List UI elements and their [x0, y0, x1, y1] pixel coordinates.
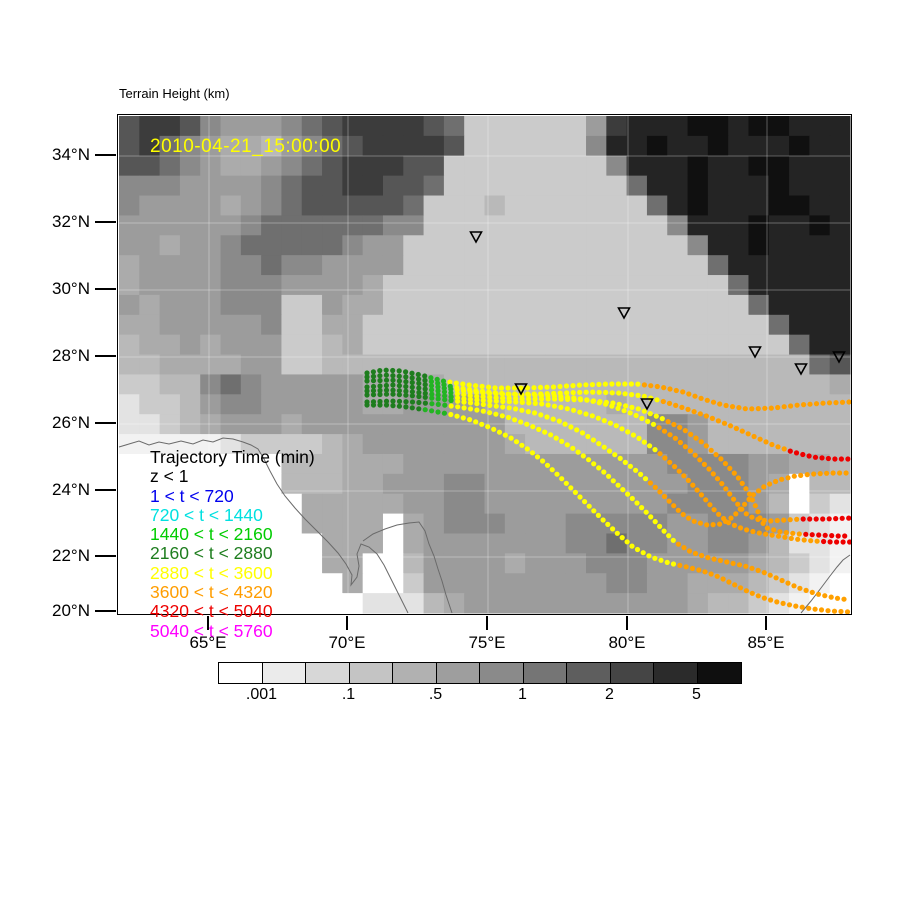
colorbar-segment — [262, 663, 306, 683]
colorbar-segment — [567, 663, 611, 683]
lat-label: 30°N — [52, 279, 90, 298]
colorbar-segment — [697, 663, 741, 683]
plot-title: Terrain Height (km) — [119, 86, 230, 101]
colorbar-segment — [393, 663, 437, 683]
legend-line-1: z < 1 — [150, 466, 189, 487]
lat-tick — [95, 422, 116, 424]
colorbar-segment — [349, 663, 393, 683]
lon-label: 75°E — [468, 633, 506, 652]
coastline — [118, 437, 409, 614]
legend-line-9: 5040 < t < 5760 — [150, 620, 273, 641]
colorbar-segment — [654, 663, 698, 683]
lon-tick — [765, 616, 767, 630]
legend-line-3: 720 < t < 1440 — [150, 504, 263, 525]
colorbar-segment — [436, 663, 480, 683]
lon-label: 85°E — [747, 633, 785, 652]
legend-line-8: 4320 < t < 5040 — [150, 601, 273, 622]
terrain-raster — [119, 116, 851, 614]
colorbar-label: .5 — [428, 686, 443, 703]
timestamp-label: 2010-04-21_15:00:00 — [150, 136, 342, 157]
lat-tick — [95, 221, 116, 223]
lat-label: 24°N — [52, 480, 90, 499]
site-triangle-marker — [514, 383, 528, 396]
lat-label: 32°N — [52, 212, 90, 231]
colorbar-label: .001 — [245, 686, 278, 703]
colorbar-label: 1 — [518, 686, 527, 703]
lat-tick — [95, 288, 116, 290]
map-panel — [117, 114, 852, 615]
lon-tick — [207, 616, 209, 630]
terrain-colorbar — [218, 662, 742, 684]
trajectory-dots — [364, 367, 851, 614]
lon-label: 65°E — [189, 633, 227, 652]
lat-tick — [95, 610, 116, 612]
lat-label: 26°N — [52, 413, 90, 432]
legend-line-4: 1440 < t < 2160 — [150, 524, 273, 545]
legend-line-6: 2880 < t < 3600 — [150, 562, 273, 583]
colorbar-segment — [523, 663, 567, 683]
coastline — [362, 521, 453, 614]
legend-line-5: 2160 < t < 2880 — [150, 543, 273, 564]
lon-tick — [486, 616, 488, 630]
lat-tick — [95, 555, 116, 557]
lat-label: 34°N — [52, 145, 90, 164]
lon-label: 80°E — [608, 633, 646, 652]
lat-tick — [95, 489, 116, 491]
colorbar-label: .1 — [341, 686, 356, 703]
lat-tick — [95, 154, 116, 156]
site-triangle-marker — [640, 398, 654, 411]
lon-tick — [346, 616, 348, 630]
colorbar-segment — [219, 663, 263, 683]
legend-line-2: 1 < t < 720 — [150, 485, 234, 506]
site-triangle-marker — [469, 231, 483, 244]
colorbar-segment — [610, 663, 654, 683]
site-triangle-marker — [832, 351, 846, 364]
coastline-paths — [118, 437, 851, 614]
lon-label: 70°E — [328, 633, 366, 652]
terrain-map — [118, 116, 851, 614]
lon-tick — [626, 616, 628, 630]
colorbar-label: 5 — [692, 686, 701, 703]
legend-line-0: Trajectory Time (min) — [150, 447, 315, 467]
site-markers — [469, 231, 846, 411]
lat-label: 28°N — [52, 346, 90, 365]
coastline — [800, 554, 851, 614]
site-triangle-marker — [794, 363, 808, 376]
colorbar-segment — [306, 663, 350, 683]
colorbar-segment — [480, 663, 524, 683]
lat-label: 20°N — [52, 601, 90, 620]
site-triangle-marker — [748, 346, 762, 359]
lat-tick — [95, 355, 116, 357]
colorbar-label: 2 — [605, 686, 614, 703]
legend-line-7: 3600 < t < 4320 — [150, 582, 273, 603]
site-triangle-marker — [617, 307, 631, 320]
graticule-lines — [119, 116, 850, 613]
lat-label: 22°N — [52, 546, 90, 565]
